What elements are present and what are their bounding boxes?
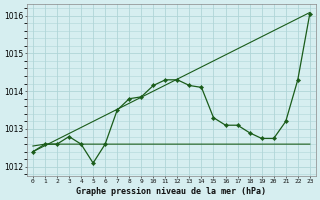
X-axis label: Graphe pression niveau de la mer (hPa): Graphe pression niveau de la mer (hPa) <box>76 187 266 196</box>
